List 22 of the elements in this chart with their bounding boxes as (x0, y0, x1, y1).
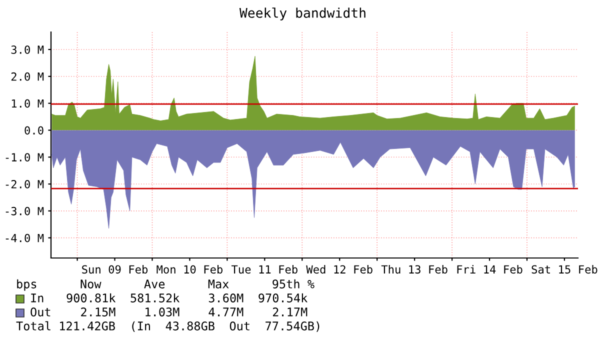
x-tick-label: Thu 13 Feb (381, 265, 448, 274)
y-tick-label: 1.0 M (12, 99, 44, 108)
text: 2.15M 1.03M 4.77M 2.17M (81, 308, 308, 316)
y-tick-label: -1.0 M (6, 153, 44, 162)
x-tick-label: Sat 15 Feb (532, 265, 598, 274)
text: 900.81k 581.52k 3.60M 970.54k (66, 293, 308, 302)
y-tick-label: -2.0 M (6, 180, 44, 188)
chart-title: Weekly bandwidth (239, 8, 366, 20)
y-tick-label: -4.0 M (6, 234, 44, 242)
text: Total 121.42GB (In 43.88GB Out 77.54GB) (16, 321, 320, 332)
x-tick-label: Mon 10 Feb (156, 265, 223, 274)
y-tick-label: 2.0 M (11, 72, 44, 81)
text: bps Now Ave Max 95th % (17, 279, 314, 291)
legend-label: In (31, 294, 44, 302)
y-tick-label: 0.0 (24, 126, 44, 135)
x-tick-label: Fri 14 Feb (457, 265, 522, 274)
x-tick-label: Tue 11 Feb (231, 265, 298, 274)
x-tick-label: Wed 12 Feb (306, 265, 372, 274)
x-tick-label: Sun 09 Feb (82, 265, 148, 274)
legend-label: Out (30, 308, 50, 316)
y-tick-label: -3.0 M (6, 206, 44, 216)
y-tick-label: 3.0 M (11, 45, 44, 54)
